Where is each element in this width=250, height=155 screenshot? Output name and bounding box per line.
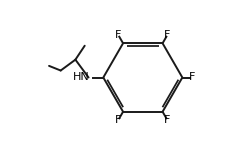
Text: F: F <box>188 73 195 82</box>
Text: F: F <box>115 115 121 125</box>
Text: F: F <box>164 30 170 40</box>
Text: HN: HN <box>72 73 89 82</box>
Text: F: F <box>115 30 121 40</box>
Text: F: F <box>164 115 170 125</box>
